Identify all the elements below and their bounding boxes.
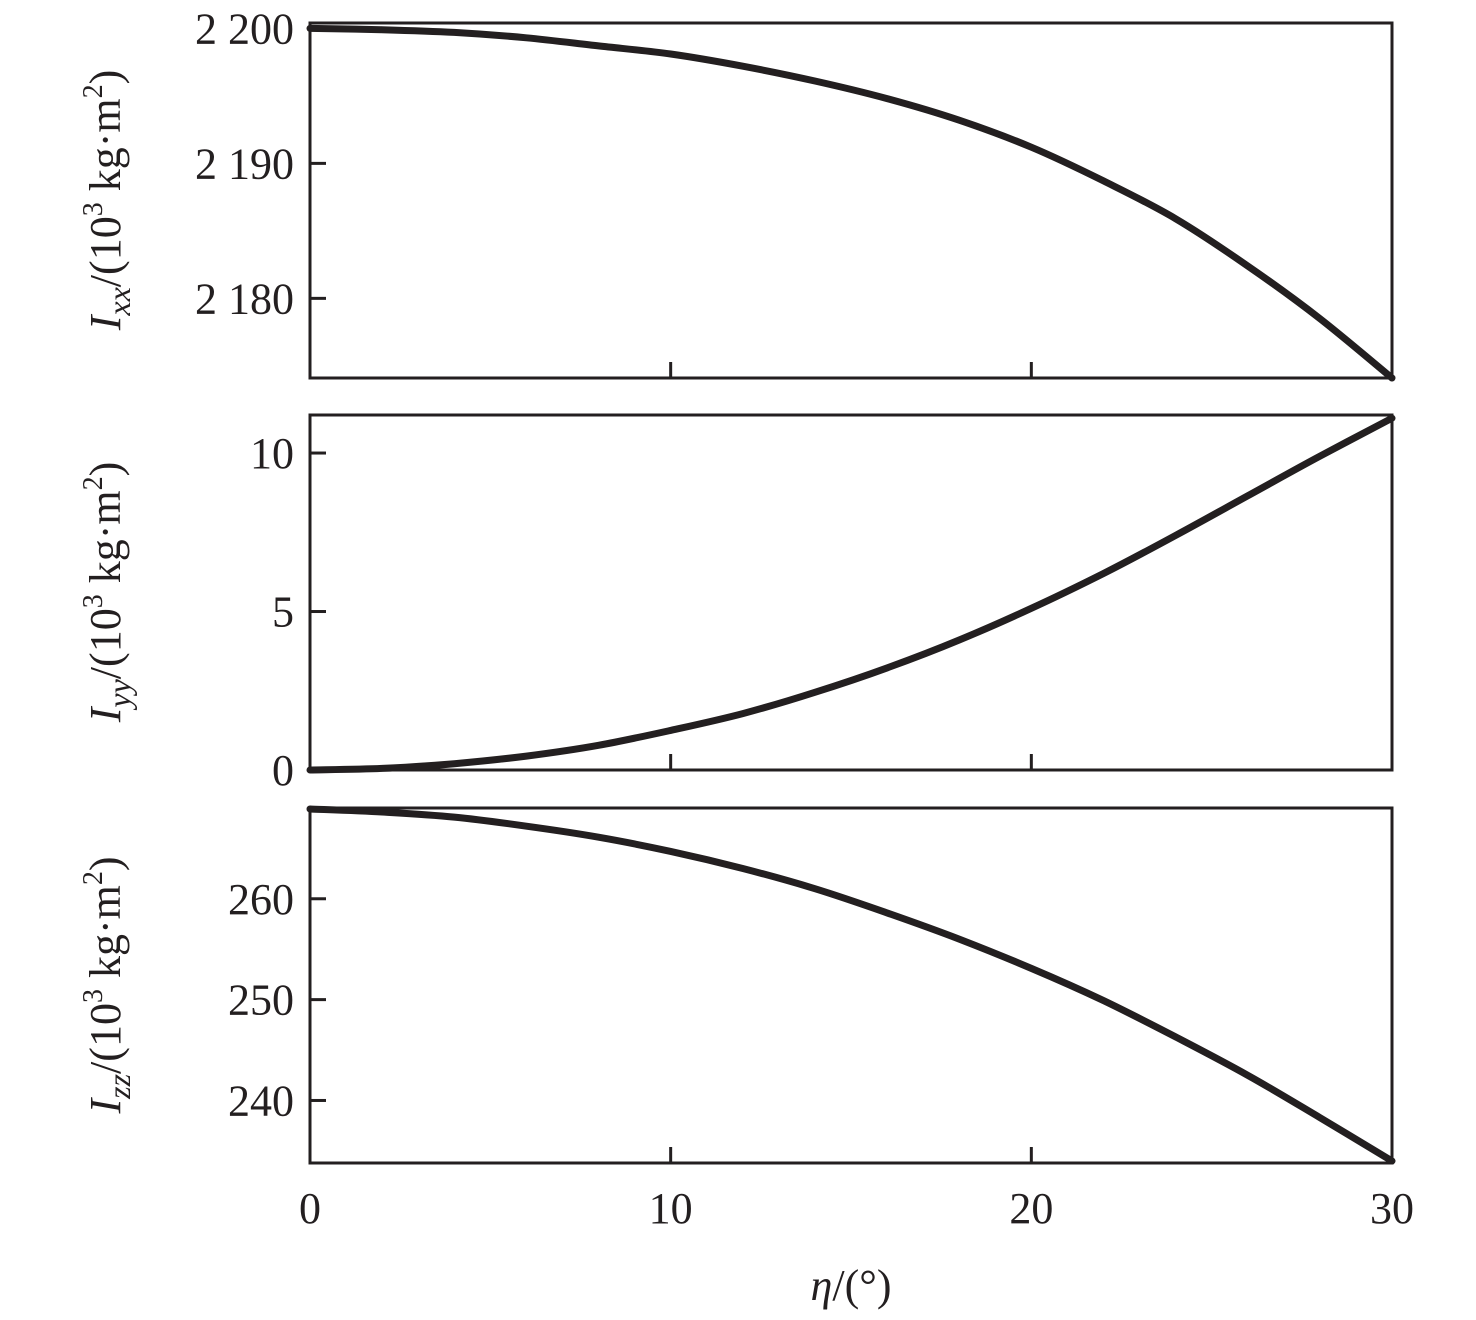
x-ticks-izz: [669, 1147, 1033, 1163]
x-ticks-ixx: [669, 362, 1033, 378]
series-line-izz: [306, 805, 1396, 1165]
x-ticks-iyy: [669, 754, 1033, 770]
y-ticks-iyy: 0 5 10: [250, 429, 326, 795]
y-tick-label-izz: 240: [228, 1076, 294, 1125]
y-tick-label-ixx: 2 200: [195, 4, 294, 53]
plot-frame-ixx: [308, 21, 1394, 380]
y-tick-label-iyy: 10: [250, 429, 294, 478]
series-line-ixx: [306, 24, 1396, 382]
y-tick-label-ixx: 2 190: [195, 139, 294, 188]
y-tick-label-izz: 260: [228, 875, 294, 924]
y-tick-label-izz: 250: [228, 976, 294, 1025]
x-tick-label: 20: [1009, 1184, 1053, 1233]
x-tick-labels: 0 10 20 30: [299, 1184, 1414, 1233]
x-tick-label: 30: [1370, 1184, 1414, 1233]
y-ticks-ixx: 2 180 2 190 2 200: [195, 4, 326, 323]
y-axis-label-ixx: Ixx/(103 kg·m2): [78, 70, 137, 332]
plot-frame-iyy: [308, 413, 1394, 772]
y-tick-label-ixx: 2 180: [195, 274, 294, 323]
x-tick-label: 0: [299, 1184, 321, 1233]
panel-iyy: 0 5 10 Iyy/(103 kg·m2): [78, 413, 1396, 795]
plot-frame-izz: [308, 806, 1394, 1165]
x-tick-label: 10: [649, 1184, 693, 1233]
x-axis-label: η/(°): [811, 1261, 892, 1310]
y-ticks-izz: 240 250 260: [228, 875, 326, 1125]
y-tick-label-iyy: 5: [272, 588, 294, 637]
panel-izz: 240 250 260 Izz/(103 kg·m2) 0 10 20 30 η/(°): [78, 805, 1414, 1310]
y-axis-label-izz: Izz/(103 kg·m2): [78, 857, 137, 1115]
y-axis-label-iyy: Iyy/(103 kg·m2): [78, 462, 137, 724]
series-line-iyy: [306, 414, 1396, 774]
y-tick-label-iyy: 0: [272, 746, 294, 795]
panel-ixx: 2 180 2 190 2 200 Ixx/(103 kg·m2): [78, 4, 1396, 382]
